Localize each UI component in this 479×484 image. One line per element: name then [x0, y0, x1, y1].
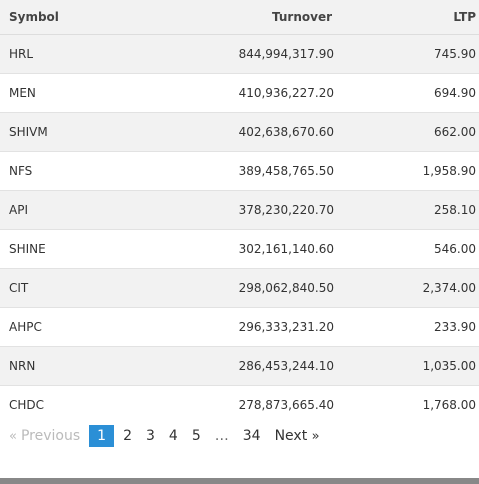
page-34-button[interactable]: 34 [242, 428, 261, 444]
pagination-ellipsis: … [214, 428, 229, 444]
symbol-cell: SHIVM [0, 112, 168, 152]
symbol-cell: NFS [0, 151, 168, 191]
symbol-cell: SHINE [0, 229, 168, 269]
ltp-cell: 1,958.90 [343, 151, 479, 191]
turnover-cell: 286,453,244.10 [168, 346, 343, 386]
table-row: SHIVM 402,638,670.60 662.00 [0, 112, 479, 152]
previous-label: Previous [20, 428, 81, 444]
bottom-scrollbar[interactable] [0, 478, 479, 484]
ltp-column-header[interactable]: LTP [343, 0, 479, 35]
table-row: NFS 389,458,765.50 1,958.90 [0, 151, 479, 191]
page-3-button[interactable]: 3 [145, 428, 155, 444]
double-chevron-left-icon: « [9, 429, 17, 444]
symbol-cell: CHDC [0, 385, 168, 424]
next-label: Next [274, 428, 308, 444]
turnover-cell: 389,458,765.50 [168, 151, 343, 191]
symbol-cell: HRL [0, 34, 168, 74]
symbol-cell: NRN [0, 346, 168, 386]
page-2-button[interactable]: 2 [123, 428, 132, 444]
ltp-cell: 258.10 [343, 190, 479, 230]
table-header: Symbol Turnover LTP [0, 0, 479, 35]
symbol-column-header[interactable]: Symbol [0, 0, 168, 35]
turnover-cell: 410,936,227.20 [168, 73, 343, 113]
turnover-table-container: Symbol Turnover LTP HRL 844,994,317.90 7… [0, 0, 479, 424]
pagination: «Previous 1 2 3 4 5 … 34 Next » [4, 425, 333, 447]
next-page-button[interactable]: Next » [270, 425, 329, 447]
table-row: CIT 298,062,840.50 2,374.00 [0, 268, 479, 308]
page-5-button[interactable]: 5 [191, 428, 201, 444]
table-row: HRL 844,994,317.90 745.90 [0, 34, 479, 74]
ltp-cell: 1,035.00 [343, 346, 479, 386]
ltp-cell: 694.90 [343, 73, 479, 113]
turnover-cell: 302,161,140.60 [168, 229, 343, 269]
ltp-cell: 662.00 [343, 112, 479, 152]
ltp-cell: 745.90 [343, 34, 479, 74]
page-4-button[interactable]: 4 [168, 428, 178, 444]
table-row: MEN 410,936,227.20 694.90 [0, 73, 479, 113]
table-row: NRN 286,453,244.10 1,035.00 [0, 346, 479, 386]
table-row: CHDC 278,873,665.40 1,768.00 [0, 385, 479, 424]
symbol-cell: API [0, 190, 168, 230]
table-body: HRL 844,994,317.90 745.90 MEN 410,936,22… [0, 34, 479, 424]
page-1-button[interactable]: 1 [89, 425, 115, 447]
table-row: API 378,230,220.70 258.10 [0, 190, 479, 230]
turnover-table: Symbol Turnover LTP HRL 844,994,317.90 7… [0, 0, 479, 424]
turnover-cell: 378,230,220.70 [168, 190, 343, 230]
ltp-cell: 233.90 [343, 307, 479, 347]
ltp-cell: 2,374.00 [343, 268, 479, 308]
symbol-cell: CIT [0, 268, 168, 308]
turnover-cell: 298,062,840.50 [168, 268, 343, 308]
turnover-cell: 278,873,665.40 [168, 385, 343, 424]
ltp-cell: 1,768.00 [343, 385, 479, 424]
previous-page-button[interactable]: «Previous [4, 425, 85, 447]
symbol-cell: AHPC [0, 307, 168, 347]
table-row: AHPC 296,333,231.20 233.90 [0, 307, 479, 347]
symbol-cell: MEN [0, 73, 168, 113]
header-row: Symbol Turnover LTP [0, 0, 479, 35]
table-row: SHINE 302,161,140.60 546.00 [0, 229, 479, 269]
turnover-cell: 296,333,231.20 [168, 307, 343, 347]
turnover-column-header[interactable]: Turnover [168, 0, 343, 35]
turnover-cell: 402,638,670.60 [168, 112, 343, 152]
ltp-cell: 546.00 [343, 229, 479, 269]
double-chevron-right-icon: » [311, 429, 320, 444]
turnover-cell: 844,994,317.90 [168, 34, 343, 74]
